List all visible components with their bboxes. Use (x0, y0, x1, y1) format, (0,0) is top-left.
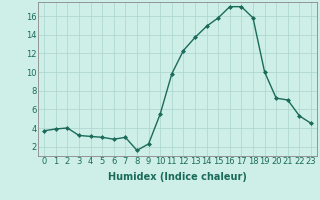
X-axis label: Humidex (Indice chaleur): Humidex (Indice chaleur) (108, 172, 247, 182)
